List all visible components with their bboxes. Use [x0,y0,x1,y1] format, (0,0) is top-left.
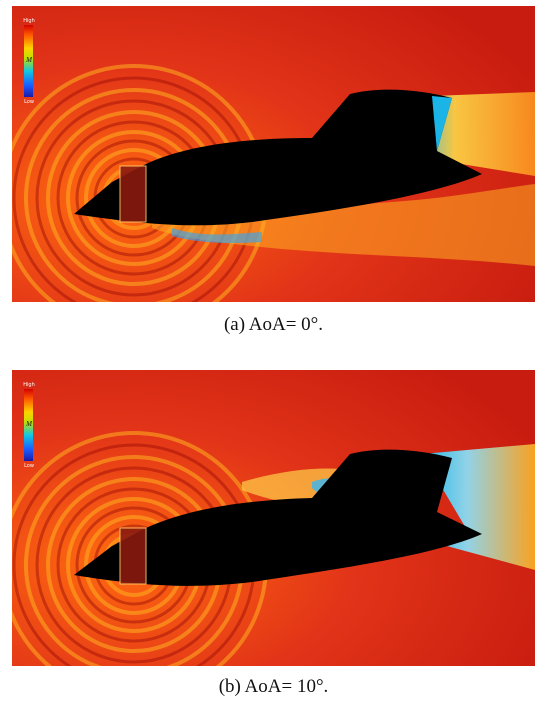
colorbar-high-label: High [23,382,35,388]
flow-field-panel-b: High M Low [12,370,535,666]
mach-contour-plot-a [12,6,535,302]
aircraft-silhouette [74,89,482,226]
colorbar-mid-label: M [26,420,32,428]
colorbar-high-label: High [23,18,35,24]
aircraft-silhouette [74,449,482,586]
caption-b: (b) AoA= 10°. [218,676,329,697]
mach-contour-plot-b [12,370,535,666]
propeller-disc [119,527,147,585]
propeller-disc [119,165,147,223]
flow-field-panel-a: High M Low [12,6,535,302]
colorbar-low-label: Low [24,463,34,469]
colorbar-gradient [24,389,33,461]
colorbar: High M Low [18,16,40,106]
colorbar-mid-label: M [26,56,32,64]
caption-a: (a) AoA= 0°. [223,314,324,335]
colorbar-low-label: Low [24,99,34,105]
colorbar-gradient [24,25,33,97]
lower-wake [152,184,535,266]
colorbar: High M Low [18,380,40,470]
